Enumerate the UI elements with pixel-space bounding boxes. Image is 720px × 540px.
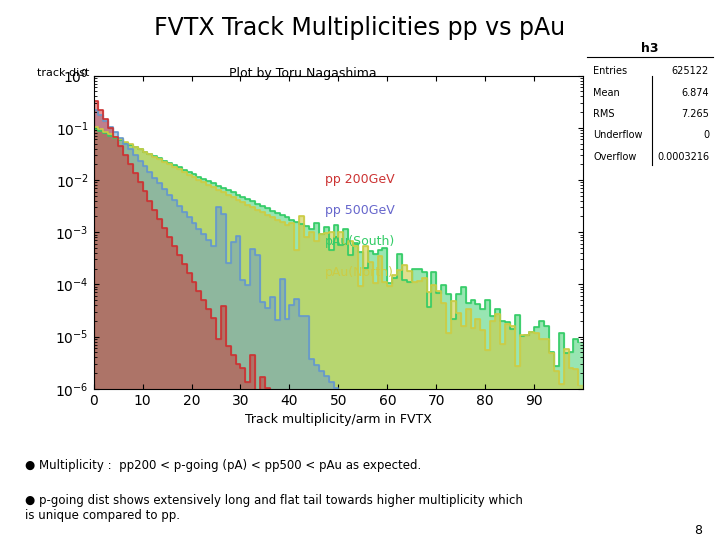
Text: FVTX Track Multiplicities pp vs pAu: FVTX Track Multiplicities pp vs pAu (154, 16, 566, 40)
Text: 625122: 625122 (672, 66, 709, 76)
X-axis label: Track multiplicity/arm in FVTX: Track multiplicity/arm in FVTX (245, 413, 432, 426)
Text: Mean: Mean (593, 87, 620, 98)
Text: RMS: RMS (593, 109, 615, 119)
Text: ● Multiplicity :  pp200 < p-going (pA) < pp500 < pAu as expected.: ● Multiplicity : pp200 < p-going (pA) < … (24, 460, 421, 472)
Text: 8: 8 (694, 524, 702, 537)
Text: Plot by Toru Nagashima: Plot by Toru Nagashima (228, 68, 377, 80)
Text: Overflow: Overflow (593, 152, 636, 162)
Text: 0: 0 (703, 130, 709, 140)
Text: h3: h3 (641, 42, 659, 55)
Text: 7.265: 7.265 (681, 109, 709, 119)
Text: Underflow: Underflow (593, 130, 642, 140)
Text: Entries: Entries (593, 66, 627, 76)
Text: 0.0003216: 0.0003216 (657, 152, 709, 162)
Text: track dist: track dist (37, 69, 89, 78)
Text: 6.874: 6.874 (681, 87, 709, 98)
Text: ● p-going dist shows extensively long and flat tail towards higher multiplicity : ● p-going dist shows extensively long an… (24, 494, 523, 522)
